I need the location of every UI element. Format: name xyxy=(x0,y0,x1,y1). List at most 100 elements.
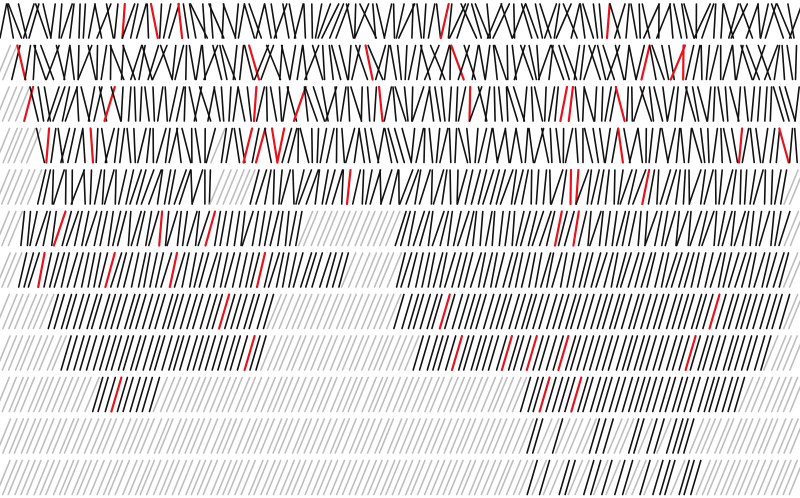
active-segment xyxy=(530,169,533,205)
active-segment xyxy=(53,252,66,288)
active-segment xyxy=(421,86,431,122)
active-segment xyxy=(665,335,678,371)
highlighted-segment xyxy=(525,334,538,372)
active-segment xyxy=(753,335,766,371)
active-segment xyxy=(246,86,252,122)
active-segment xyxy=(604,86,613,122)
inactive-segment xyxy=(429,459,446,496)
inactive-segment xyxy=(33,376,49,413)
active-segment xyxy=(637,210,642,247)
active-segment xyxy=(674,169,682,205)
inactive-segment xyxy=(718,418,735,454)
active-segment xyxy=(671,293,684,330)
active-segment xyxy=(741,210,750,247)
active-segment xyxy=(687,210,692,247)
active-segment xyxy=(233,127,241,164)
active-segment xyxy=(168,86,178,122)
inactive-segment xyxy=(725,459,742,496)
active-segment xyxy=(608,293,621,330)
active-segment xyxy=(136,210,146,247)
active-segment xyxy=(724,86,729,122)
active-segment xyxy=(519,210,532,247)
inactive-segment xyxy=(354,293,370,330)
inactive-segment xyxy=(348,459,365,496)
active-segment xyxy=(578,252,589,288)
active-segment xyxy=(61,86,71,122)
inactive-segment xyxy=(714,418,730,454)
inactive-segment xyxy=(449,418,466,454)
inactive-segment xyxy=(504,418,521,454)
active-segment xyxy=(475,335,488,371)
active-segment xyxy=(555,127,562,164)
inactive-segment xyxy=(0,169,11,196)
highlighted-segment xyxy=(438,293,451,330)
active-segment xyxy=(179,293,192,330)
inactive-segment xyxy=(506,376,522,413)
active-segment xyxy=(474,3,490,39)
active-segment xyxy=(114,169,117,205)
active-segment xyxy=(646,293,658,330)
active-segment xyxy=(65,210,80,247)
active-segment xyxy=(181,127,192,164)
inactive-segment xyxy=(209,376,225,413)
active-segment xyxy=(525,293,538,330)
active-segment xyxy=(231,252,242,288)
active-segment xyxy=(661,127,669,164)
inactive-segment xyxy=(19,335,36,371)
active-segment xyxy=(712,3,717,39)
active-segment xyxy=(104,293,117,330)
inactive-segment xyxy=(278,335,295,371)
active-segment xyxy=(387,127,399,164)
active-segment xyxy=(345,3,355,39)
inactive-segment xyxy=(83,418,100,454)
active-segment xyxy=(657,293,670,330)
inactive-segment xyxy=(631,459,647,496)
active-segment xyxy=(477,252,487,288)
inactive-segment xyxy=(2,293,18,330)
active-segment xyxy=(255,3,266,39)
inactive-segment xyxy=(329,210,346,247)
inactive-segment xyxy=(366,418,383,454)
active-segment xyxy=(89,169,93,205)
inactive-segment xyxy=(202,459,219,496)
active-segment xyxy=(665,169,678,205)
active-segment xyxy=(32,44,37,81)
active-segment xyxy=(722,3,735,39)
active-segment xyxy=(531,418,544,454)
active-segment xyxy=(526,459,539,496)
active-segment xyxy=(547,86,556,122)
active-segment xyxy=(701,3,715,39)
active-segment xyxy=(212,252,222,288)
inactive-segment xyxy=(7,252,23,288)
inactive-segment xyxy=(548,459,565,496)
active-segment xyxy=(65,293,78,330)
active-segment xyxy=(299,252,313,288)
active-segment xyxy=(519,44,534,81)
active-segment xyxy=(353,127,361,164)
inactive-segment xyxy=(209,169,225,205)
highlighted-segment xyxy=(572,210,580,247)
inactive-segment xyxy=(266,418,283,454)
active-segment xyxy=(757,44,772,81)
inactive-segment xyxy=(480,418,496,454)
active-segment xyxy=(393,293,405,330)
inactive-segment xyxy=(247,418,263,454)
active-segment xyxy=(185,44,188,81)
active-segment xyxy=(771,293,783,330)
active-segment xyxy=(527,376,539,413)
active-segment xyxy=(524,127,529,164)
active-segment xyxy=(515,127,523,164)
active-segment xyxy=(173,252,186,288)
inactive-segment xyxy=(260,459,276,496)
active-segment xyxy=(640,293,652,330)
inactive-segment xyxy=(196,418,212,454)
active-segment xyxy=(347,44,352,81)
active-segment xyxy=(451,293,464,330)
inactive-segment xyxy=(701,459,718,496)
active-segment xyxy=(73,335,85,371)
active-segment xyxy=(379,169,382,205)
active-segment xyxy=(493,44,508,81)
active-segment xyxy=(500,3,513,39)
active-segment xyxy=(249,169,260,205)
active-segment xyxy=(192,293,204,330)
